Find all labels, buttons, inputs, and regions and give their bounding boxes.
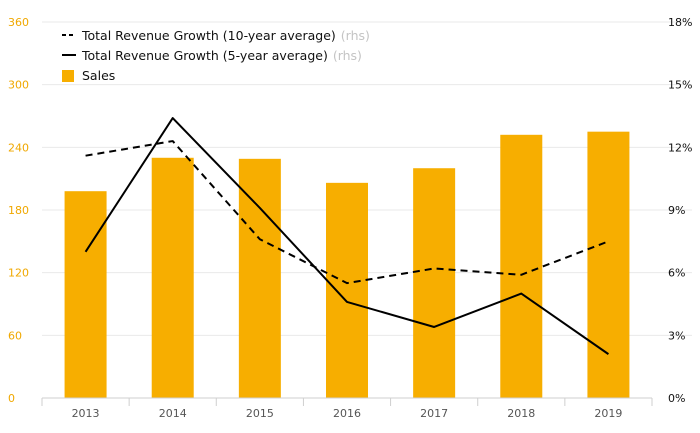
x-tick-label: 2017 — [420, 407, 448, 420]
bar-sales-2013 — [64, 191, 107, 398]
y-right-tick-label: 15% — [668, 79, 692, 92]
legend-label: Sales — [82, 68, 115, 83]
y-right-tick-label: 12% — [668, 141, 692, 154]
legend-label: Total Revenue Growth (10-year average) — [81, 28, 336, 43]
legend-suffix-rhs: (rhs) — [333, 48, 362, 63]
line-revenue-growth-10yr — [85, 140, 609, 285]
legend-label: Total Revenue Growth (5-year average) — [81, 48, 328, 63]
bar-sales-2018 — [500, 134, 543, 399]
y-left-tick-label: 60 — [8, 329, 22, 342]
bar-sales-2016 — [326, 182, 368, 398]
x-tick-label: 2019 — [594, 407, 622, 420]
y-left-tick-label: 120 — [8, 267, 29, 280]
legend-swatch-sales — [62, 70, 74, 82]
x-tick-label: 2013 — [72, 407, 100, 420]
y-left-tick-label: 240 — [8, 141, 29, 154]
line-revenue-growth-5yr — [84, 117, 609, 355]
bar-sales-2019 — [587, 131, 630, 398]
bar-sales-2017 — [413, 168, 456, 398]
bar-sales-2014 — [151, 157, 194, 398]
x-tick-label: 2016 — [333, 407, 361, 420]
y-right-tick-label: 9% — [668, 204, 685, 217]
y-right-tick-label: 18% — [668, 16, 692, 29]
y-right-tick-label: 6% — [668, 267, 685, 280]
y-left-tick-label: 300 — [8, 79, 29, 92]
legend-suffix-rhs: (rhs) — [341, 28, 370, 43]
y-left-tick-label: 180 — [8, 204, 29, 217]
y-right-tick-label: 0% — [668, 392, 685, 405]
bar-sales-2015 — [238, 158, 281, 398]
x-tick-label: 2018 — [507, 407, 535, 420]
y-right-tick-label: 3% — [668, 329, 685, 342]
y-left-tick-label: 360 — [8, 16, 29, 29]
y-left-tick-label: 0 — [8, 392, 15, 405]
x-tick-label: 2015 — [246, 407, 274, 420]
x-tick-label: 2014 — [159, 407, 187, 420]
